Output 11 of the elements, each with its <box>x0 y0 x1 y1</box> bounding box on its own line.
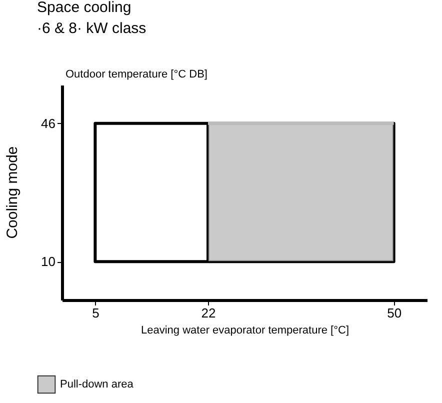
legend-label: Pull-down area <box>60 378 134 390</box>
x-tick-label: 50 <box>387 306 402 320</box>
chart-subtitle: ·6 & 8· kW class <box>37 20 146 37</box>
y-tick-label: 46 <box>41 116 56 131</box>
x-axis-title: Leaving water evaporator temperature [°C] <box>140 324 350 336</box>
y-tick-label: 10 <box>41 254 56 270</box>
text: Cooling mode <box>4 146 21 239</box>
y-axis-title: Outdoor temperature [°C DB] <box>66 68 208 80</box>
x-tick-label: 5 <box>92 306 100 320</box>
x-tick-label: 22 <box>201 306 216 320</box>
chart-title: Space cooling <box>37 0 132 16</box>
